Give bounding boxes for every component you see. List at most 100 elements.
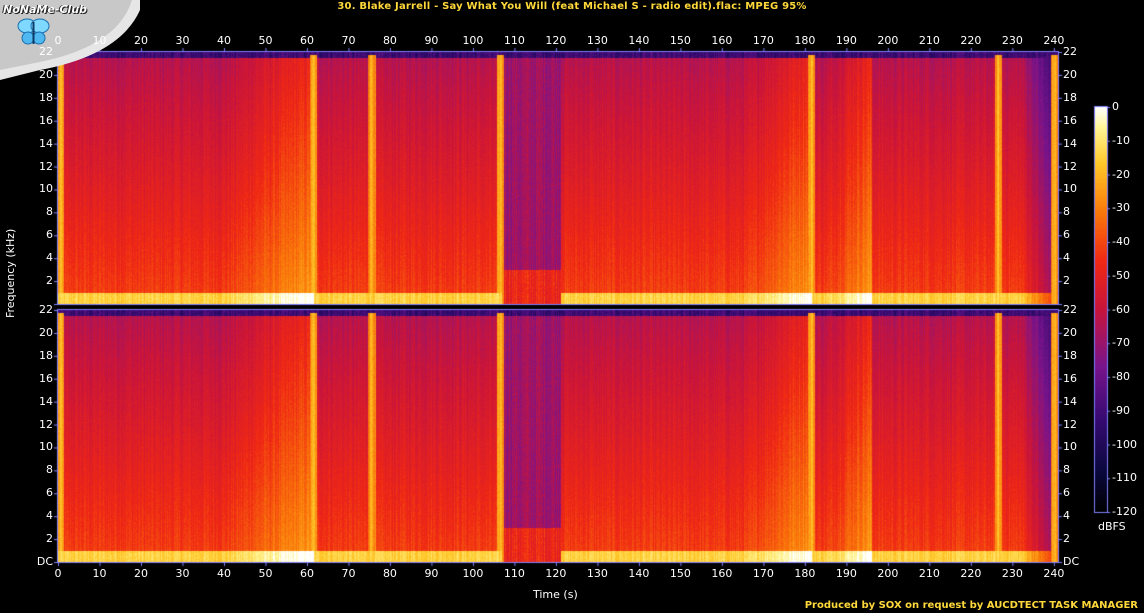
x-tick-label-bottom: 30 (175, 567, 190, 580)
colorbar-label: dBFS (1098, 520, 1126, 533)
y-tick-label-left: 6 (46, 228, 53, 242)
x-tick-label-bottom: 150 (669, 567, 691, 580)
y-tick-label-right: 10 (1063, 182, 1077, 196)
x-tick-label-top: 230 (1001, 34, 1023, 47)
x-tick-label-bottom: 40 (216, 567, 231, 580)
colorbar-tick-label: -30 (1112, 201, 1130, 215)
x-tick-label-top: 220 (960, 34, 982, 47)
y-tick-label-left: 6 (46, 486, 53, 500)
y-tick-label-left: 8 (46, 205, 53, 219)
x-tick-label-top: 130 (586, 34, 608, 47)
x-tick-label-top: 150 (669, 34, 691, 47)
y-tick-label-right: 12 (1063, 159, 1077, 173)
y-tick-label-right: 8 (1063, 463, 1070, 477)
butterfly-icon (17, 18, 50, 45)
y-tick-label-left: 12 (39, 417, 53, 431)
y-tick-label-left: 20 (39, 67, 53, 81)
x-tick-label-bottom: 240 (1043, 567, 1065, 580)
y-tick-label-right: 6 (1063, 228, 1070, 242)
x-tick-label-top: 0 (54, 34, 62, 47)
chart-title: 30. Blake Jarrell - Say What You Will (f… (337, 1, 807, 12)
y-tick-label-left: 18 (39, 348, 53, 362)
x-tick-label-bottom: 130 (586, 567, 608, 580)
y-tick-label-left: 14 (39, 394, 53, 408)
y-tick-label-right: 4 (1063, 509, 1070, 523)
x-tick-label-top: 180 (794, 34, 816, 47)
x-tick-label-top: 30 (175, 34, 190, 47)
y-tick-label-right: DC (1063, 555, 1080, 568)
x-tick-label-top: 210 (918, 34, 940, 47)
y-tick-label-left: 4 (46, 509, 53, 523)
colorbar-tick-label: -100 (1112, 437, 1137, 451)
y-tick-label-right: 10 (1063, 440, 1077, 454)
y-tick-label-left: 10 (39, 182, 53, 196)
colorbar-tick-label: -60 (1112, 302, 1130, 316)
x-tick-label-bottom: 160 (711, 567, 733, 580)
x-tick-label-bottom: 220 (960, 567, 982, 580)
colorbar-tick-label: -70 (1112, 336, 1130, 350)
x-tick-label-bottom: 120 (545, 567, 567, 580)
y-tick-label-right: 22 (1063, 45, 1077, 58)
colorbar-tick-label: -110 (1112, 471, 1137, 485)
x-tick-label-top: 10 (92, 34, 107, 47)
x-tick-label-top: 110 (503, 34, 525, 47)
y-tick-label-left: 16 (39, 113, 53, 127)
x-tick-label-bottom: 70 (341, 567, 356, 580)
x-tick-label-bottom: 170 (752, 567, 774, 580)
y-tick-label-left: 10 (39, 440, 53, 454)
y-tick-label-right: 20 (1063, 325, 1077, 339)
y-tick-label-left: 2 (46, 274, 53, 288)
logo-badge (0, 0, 140, 80)
x-tick-label-bottom: 100 (462, 567, 484, 580)
footer-credit: Produced by SOX on request by AUCDTECT T… (804, 600, 1138, 611)
x-tick-label-bottom: 50 (258, 567, 273, 580)
x-tick-label-top: 160 (711, 34, 733, 47)
y-tick-label-right: 8 (1063, 205, 1070, 219)
x-tick-label-top: 100 (462, 34, 484, 47)
colorbar-tick-label: -90 (1112, 403, 1130, 417)
x-tick-label-top: 120 (545, 34, 567, 47)
x-tick-label-top: 50 (258, 34, 273, 47)
x-tick-label-top: 80 (382, 34, 397, 47)
y-tick-label-right: 16 (1063, 113, 1077, 127)
y-tick-label-right: 18 (1063, 90, 1077, 104)
x-axis-label: Time (s) (533, 588, 578, 601)
x-tick-label-top: 60 (299, 34, 314, 47)
colorbar-tick-label: -50 (1112, 268, 1130, 282)
y-tick-label-left: 18 (39, 90, 53, 104)
y-tick-label-right: 20 (1063, 67, 1077, 81)
x-tick-label-bottom: 20 (133, 567, 148, 580)
y-tick-label-left: DC (36, 555, 53, 568)
y-tick-label-right: 18 (1063, 348, 1077, 362)
y-tick-label-right: 2 (1063, 532, 1070, 546)
colorbar-tick-label: -120 (1112, 505, 1137, 518)
y-tick-label-left: 4 (46, 251, 53, 265)
y-tick-label-right: 14 (1063, 136, 1077, 150)
colorbar-tick-label: 0 (1112, 100, 1119, 113)
colorbar-tick-label: -10 (1112, 133, 1130, 147)
x-tick-label-top: 70 (341, 34, 356, 47)
y-tick-label-left: 12 (39, 159, 53, 173)
x-tick-label-bottom: 140 (628, 567, 650, 580)
y-tick-label-right: 4 (1063, 251, 1070, 265)
x-tick-label-top: 190 (835, 34, 857, 47)
x-tick-label-top: 40 (216, 34, 231, 47)
y-tick-label-left: 22 (39, 303, 53, 316)
x-tick-label-bottom: 80 (382, 567, 397, 580)
x-tick-label-bottom: 0 (54, 567, 62, 580)
y-tick-label-right: 12 (1063, 417, 1077, 431)
x-tick-label-bottom: 90 (424, 567, 439, 580)
x-tick-label-top: 140 (628, 34, 650, 47)
colorbar-tick-label: -40 (1112, 235, 1130, 248)
x-tick-label-bottom: 60 (299, 567, 314, 580)
x-tick-label-bottom: 230 (1001, 567, 1023, 580)
y-tick-label-right: 14 (1063, 394, 1077, 408)
x-tick-label-bottom: 190 (835, 567, 857, 580)
x-tick-label-top: 20 (133, 34, 148, 47)
y-tick-label-right: 2 (1063, 274, 1070, 288)
y-tick-label-left: 22 (39, 45, 53, 58)
y-tick-label-left: 2 (46, 532, 53, 546)
colorbar-tick-label: -80 (1112, 370, 1130, 383)
y-tick-label-right: 6 (1063, 486, 1070, 500)
